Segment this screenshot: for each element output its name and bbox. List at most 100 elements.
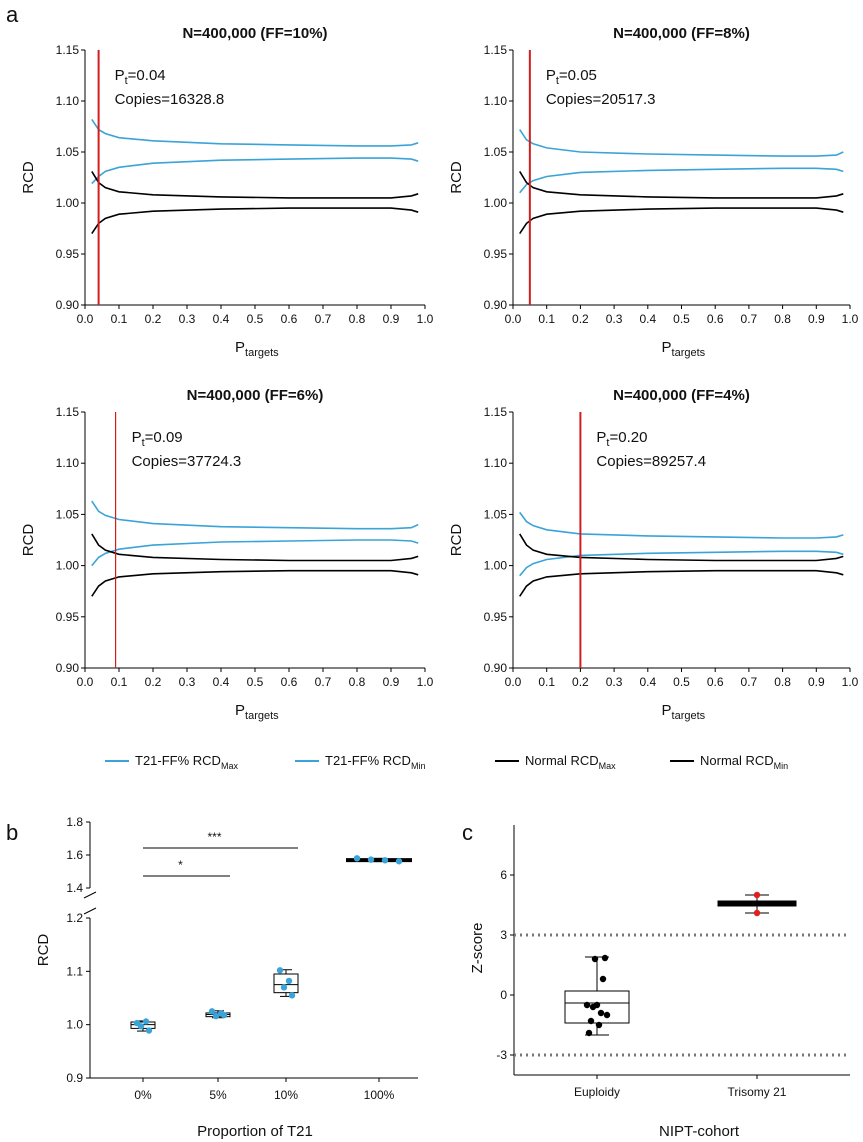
plot1-y-axis-label: RCD xyxy=(20,161,37,194)
plot2-x-tick-label: 0.6 xyxy=(707,312,724,326)
plot1-x-tick-label: 0.3 xyxy=(179,312,196,326)
plot1-x-tick-label: 0.7 xyxy=(315,312,332,326)
plot-b-point xyxy=(212,1012,220,1020)
legend-label: Normal RCDMin xyxy=(700,753,788,771)
plot1-series-line xyxy=(91,157,419,185)
plot4-series-line xyxy=(519,511,844,539)
plot3-y-tick-label: 0.95 xyxy=(56,610,80,624)
plot2-title: N=400,000 (FF=8%) xyxy=(613,25,750,42)
plot4-x-tick-label: 0.9 xyxy=(808,675,825,689)
plot1-x-tick-label: 0.0 xyxy=(77,312,94,326)
plot3-y-tick-label: 1.10 xyxy=(56,456,80,470)
plot1-x-tick-label: 0.2 xyxy=(145,312,162,326)
panel-letter-a: a xyxy=(6,2,19,27)
plot-b-point xyxy=(285,977,293,985)
plot-b-point xyxy=(137,1023,145,1030)
plot2-x-tick-label: 0.9 xyxy=(808,312,825,326)
plot4-y-tick-label: 0.95 xyxy=(484,610,508,624)
plot1-y-tick-label: 0.90 xyxy=(56,298,80,312)
plot-c-y-tick-label: 3 xyxy=(500,928,507,942)
plot1-x-tick-label: 1.0 xyxy=(417,312,434,326)
plot2-x-tick-label: 0.3 xyxy=(606,312,623,326)
plot3-y-tick-label: 1.00 xyxy=(56,559,80,573)
plot2-x-tick-label: 0.8 xyxy=(774,312,791,326)
plot4-x-axis-label: Ptargets xyxy=(662,702,706,722)
plot3-x-tick-label: 0.0 xyxy=(77,675,94,689)
plot3-x-tick-label: 0.5 xyxy=(247,675,264,689)
plot2-y-tick-label: 1.15 xyxy=(484,43,508,57)
plot4-y-tick-label: 1.05 xyxy=(484,507,508,521)
plot-b-point xyxy=(367,856,375,863)
plot-c-x-tick-label: Euploidy xyxy=(574,1085,620,1099)
plot3-x-tick-label: 0.2 xyxy=(145,675,162,689)
plot-b-point xyxy=(145,1027,153,1034)
plot-c-point xyxy=(591,955,599,963)
plot-c-point xyxy=(595,1021,603,1029)
legend-label: T21-FF% RCDMax xyxy=(135,753,238,771)
plot4-y-tick-label: 1.15 xyxy=(484,405,508,419)
plot-b-x-tick-label: 100% xyxy=(364,1088,395,1102)
plot-b-axis-break xyxy=(83,907,97,915)
plot-b-point xyxy=(220,1011,228,1019)
plot4-x-tick-label: 0.4 xyxy=(639,675,656,689)
plot4-copies-annotation: Copies=89257.4 xyxy=(596,453,706,470)
plot1-x-tick-label: 0.1 xyxy=(111,312,128,326)
plot3-pt-annotation: Pt=0.09 xyxy=(132,429,183,449)
plot2-series-line xyxy=(519,170,844,199)
plot-b-y-axis-label: RCD xyxy=(35,934,52,967)
plot1-x-axis-label: Ptargets xyxy=(235,339,279,359)
plot1-series-line xyxy=(91,170,419,199)
plot-c-point xyxy=(753,909,761,917)
plot1-y-tick-label: 1.05 xyxy=(56,145,80,159)
plot2-y-tick-label: 1.00 xyxy=(484,196,508,210)
plot2-y-tick-label: 0.90 xyxy=(484,298,508,312)
plot3-copies-annotation: Copies=37724.3 xyxy=(132,453,242,470)
plot4-x-tick-label: 1.0 xyxy=(842,675,859,689)
plot1-copies-annotation: Copies=16328.8 xyxy=(115,91,225,108)
panel-letter-c: c xyxy=(462,820,473,845)
plot-c-y-tick-label: 6 xyxy=(500,868,507,882)
plot1-x-tick-label: 0.8 xyxy=(349,312,366,326)
plot3-series-line xyxy=(91,569,419,597)
plot3-x-tick-label: 0.3 xyxy=(179,675,196,689)
plot1-series-line xyxy=(91,118,419,147)
plot3-title: N=400,000 (FF=6%) xyxy=(187,387,324,404)
plot3-y-tick-label: 1.15 xyxy=(56,405,80,419)
plot4-x-tick-label: 0.1 xyxy=(538,675,555,689)
plot-b-point xyxy=(381,857,389,864)
plot4-series-line xyxy=(519,533,844,562)
plot2-x-tick-label: 0.1 xyxy=(538,312,555,326)
plot-c-point xyxy=(603,1011,611,1019)
plot3-x-tick-label: 0.4 xyxy=(213,675,230,689)
plot-c-point xyxy=(753,891,761,899)
plot3-x-tick-label: 0.6 xyxy=(281,675,298,689)
plot-c-point xyxy=(583,1001,591,1009)
plot4-y-tick-label: 1.00 xyxy=(484,559,508,573)
plot3-series-line xyxy=(91,539,419,567)
plot-c-point xyxy=(599,975,607,983)
plot2-x-tick-label: 0.4 xyxy=(639,312,656,326)
plot-b-x-tick-label: 0% xyxy=(134,1088,152,1102)
plot-b-point xyxy=(280,984,288,991)
plot4-x-tick-label: 0.2 xyxy=(572,675,589,689)
plot3-series-line xyxy=(91,533,419,562)
plot-b-point xyxy=(276,967,284,974)
plot2-series-line xyxy=(519,167,844,194)
plot-c-x-axis-label: NIPT-cohort xyxy=(659,1123,740,1140)
plot1-x-tick-label: 0.6 xyxy=(281,312,298,326)
plot3-y-axis-label: RCD xyxy=(20,524,37,557)
plot4-x-tick-label: 0.6 xyxy=(707,675,724,689)
plot1-x-tick-label: 0.4 xyxy=(213,312,230,326)
plot-b-box xyxy=(273,973,299,994)
plot3-x-tick-label: 0.1 xyxy=(111,675,128,689)
plot2-y-tick-label: 1.05 xyxy=(484,145,508,159)
plot-b-y-tick-label: 1.2 xyxy=(66,911,83,925)
plot1-series-line xyxy=(91,207,419,235)
plot-b-point xyxy=(288,992,296,999)
plot-b-x-tick-label: 5% xyxy=(209,1088,227,1102)
plot-b-significance-label: * xyxy=(178,858,183,872)
plot-b-y-tick-label: 1.0 xyxy=(66,1018,83,1032)
plot3-x-axis-label: Ptargets xyxy=(235,702,279,722)
plot4-pt-annotation: Pt=0.20 xyxy=(596,429,647,449)
plot3-x-tick-label: 0.7 xyxy=(315,675,332,689)
